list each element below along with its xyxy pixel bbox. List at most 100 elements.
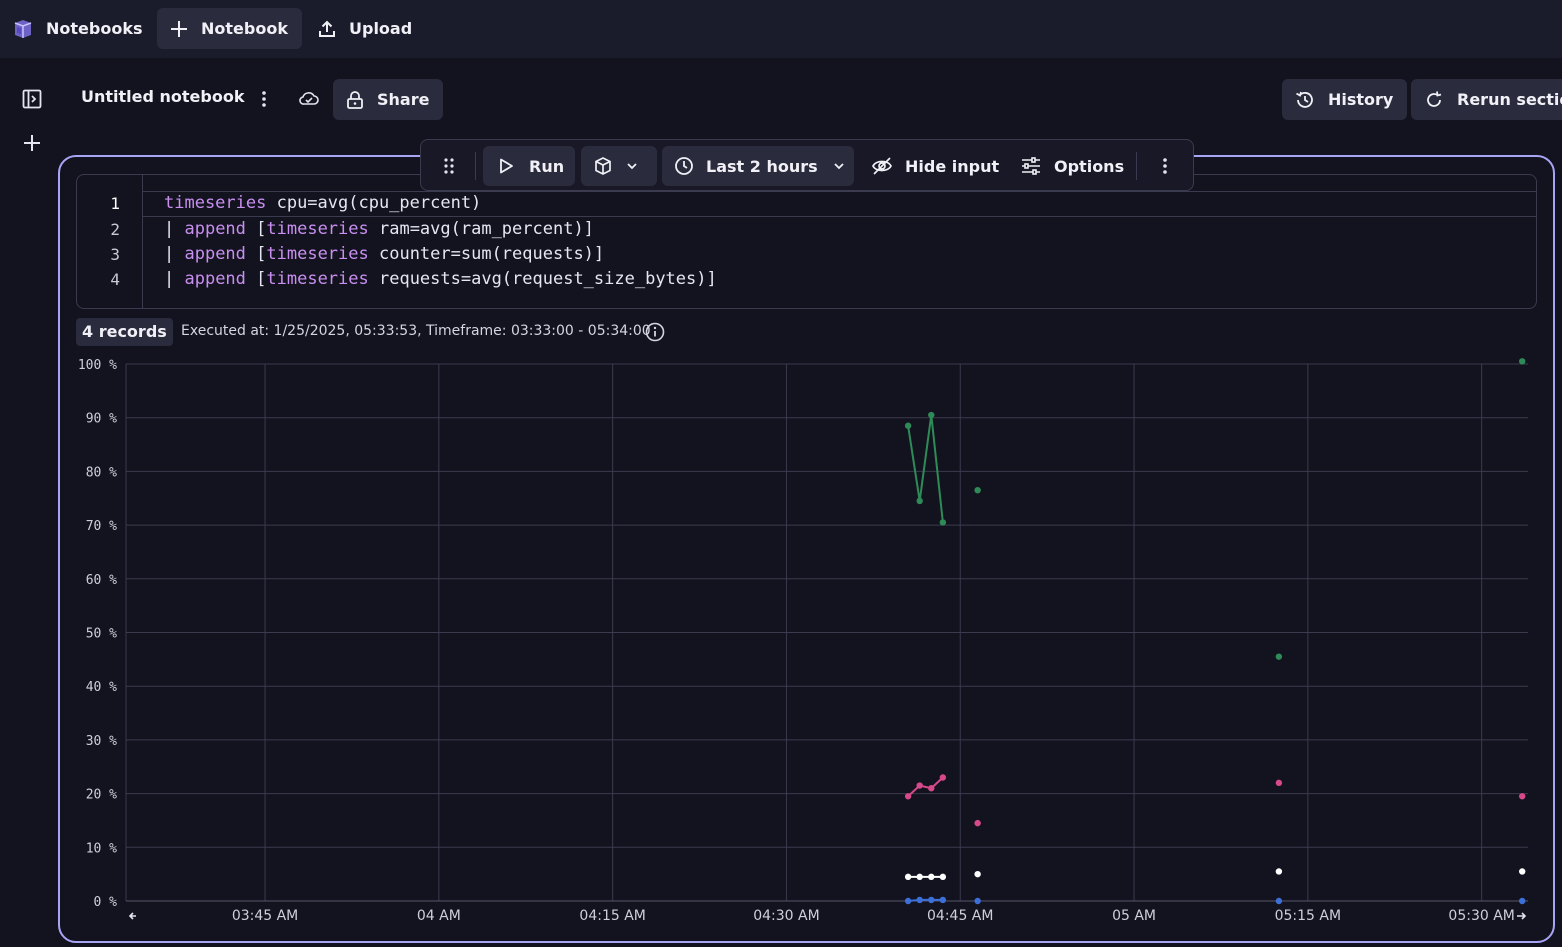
rerun-label: Rerun section — [1457, 90, 1562, 109]
line-number: 2 — [110, 220, 120, 239]
data-point — [928, 785, 935, 792]
data-point — [939, 774, 947, 781]
query-editor[interactable]: 1 2 3 4 timeseries cpu=avg(cpu_percent) | ap… — [76, 174, 1537, 309]
x-tick-label: 04:15 AM — [579, 908, 645, 924]
data-point — [904, 793, 912, 800]
hide-input-label: Hide input — [905, 156, 1000, 176]
data-point — [974, 819, 981, 827]
data-point — [1519, 868, 1526, 875]
chevron-down-icon — [625, 159, 639, 173]
arrow-left-icon[interactable] — [128, 912, 136, 920]
code-keyword: append — [184, 269, 246, 289]
data-point — [928, 896, 935, 904]
toolbar-divider — [1136, 152, 1137, 180]
share-label: Share — [377, 90, 430, 109]
x-tick-label: 05:15 AM — [1275, 908, 1341, 924]
series-line — [908, 898, 943, 902]
more-vertical-icon[interactable] — [254, 89, 274, 113]
data-point — [1519, 897, 1526, 905]
data-point — [904, 422, 912, 429]
y-tick-label: 50 % — [86, 627, 117, 642]
code-line: | append [timeseries counter=sum(request… — [164, 244, 604, 264]
y-tick-label: 20 % — [86, 788, 117, 803]
rerun-section-button[interactable]: Rerun section — [1411, 79, 1562, 120]
upload-button[interactable]: Upload — [317, 8, 412, 49]
info-icon[interactable] — [645, 322, 665, 346]
data-point — [1519, 358, 1526, 365]
code-keyword: timeseries — [164, 193, 267, 213]
new-notebook-button[interactable]: Notebook — [157, 8, 302, 49]
code-line: timeseries cpu=avg(cpu_percent) — [164, 193, 481, 213]
data-point — [974, 870, 981, 878]
y-tick-label: 90 % — [86, 412, 117, 427]
data-point — [974, 486, 981, 494]
timeframe-selector[interactable]: Last 2 hours — [662, 146, 854, 186]
x-tick-label: 04:30 AM — [753, 908, 819, 924]
y-tick-label: 70 % — [86, 519, 117, 534]
data-point — [916, 782, 923, 789]
data-point — [974, 897, 981, 905]
x-tick-label: 04:45 AM — [927, 908, 993, 924]
y-tick-label: 0 % — [94, 895, 118, 910]
code-text: counter=sum(requests)] — [368, 244, 605, 264]
upload-label: Upload — [349, 19, 413, 38]
hide-input-button[interactable]: Hide input — [871, 146, 999, 186]
series-line — [907, 414, 944, 523]
run-button[interactable]: Run — [483, 146, 575, 186]
sliders-icon — [1020, 156, 1042, 176]
code-keyword: append — [184, 244, 246, 264]
add-section-button[interactable] — [22, 133, 42, 153]
notebook-title[interactable]: Untitled notebook — [81, 87, 245, 106]
data-point — [1275, 897, 1283, 905]
cloud-sync-icon — [298, 89, 320, 113]
code-keyword: timeseries — [266, 219, 369, 239]
records-count-badge: 4 records — [76, 318, 173, 346]
code-text: cpu=avg(cpu_percent) — [266, 193, 482, 213]
code-text: requests=avg(request_size_bytes)] — [368, 269, 717, 289]
drag-handle-icon[interactable] — [439, 146, 459, 186]
x-tick-label: 05:30 AM — [1448, 908, 1514, 924]
code-text: ram=avg(ram_percent)] — [368, 219, 594, 239]
code-line: | append [timeseries ram=avg(ram_percent… — [164, 219, 594, 239]
new-notebook-label: Notebook — [201, 19, 288, 38]
y-tick-label: 100 % — [78, 358, 117, 373]
data-point — [928, 411, 935, 419]
data-point — [916, 873, 923, 881]
data-point — [1519, 793, 1526, 800]
code-keyword: timeseries — [266, 269, 369, 289]
upload-icon — [317, 19, 349, 39]
code-text: | — [164, 269, 185, 289]
execution-info: Executed at: 1/25/2025, 05:33:53, Timefr… — [181, 323, 651, 339]
history-icon — [1294, 89, 1328, 111]
plus-icon — [169, 19, 201, 39]
share-button[interactable]: Share — [333, 79, 444, 120]
toolbar-divider — [475, 152, 476, 180]
data-point — [904, 873, 912, 881]
cell-toolbar: Run Last 2 hours Hide input Options — [420, 139, 1194, 191]
play-icon — [497, 157, 515, 175]
more-vertical-icon[interactable] — [1155, 146, 1175, 186]
arrow-right-icon[interactable] — [1517, 912, 1527, 920]
data-source-dropdown[interactable] — [581, 146, 657, 186]
history-label: History — [1328, 90, 1394, 109]
options-button[interactable]: Options — [1020, 146, 1124, 186]
clock-icon — [674, 156, 694, 176]
line-number: 3 — [110, 245, 120, 264]
line-number-gutter: 1 2 3 4 — [77, 175, 143, 308]
code-text: | — [164, 244, 185, 264]
plus-icon — [22, 133, 42, 153]
notebooks-logo-icon — [12, 18, 46, 40]
notebooks-app-link[interactable]: Notebooks — [12, 8, 142, 49]
y-tick-label: 40 % — [86, 680, 117, 695]
series-line — [907, 776, 944, 798]
eye-off-icon — [871, 156, 893, 176]
history-button[interactable]: History — [1282, 79, 1408, 120]
active-line-highlight — [143, 191, 1536, 217]
line-number: 4 — [110, 270, 120, 289]
code-line: | append [timeseries requests=avg(reques… — [164, 269, 717, 289]
data-point — [928, 873, 935, 881]
lock-icon — [345, 90, 377, 110]
sidebar-toggle-icon[interactable] — [22, 89, 42, 113]
app-name: Notebooks — [46, 19, 143, 38]
run-label: Run — [529, 156, 565, 176]
